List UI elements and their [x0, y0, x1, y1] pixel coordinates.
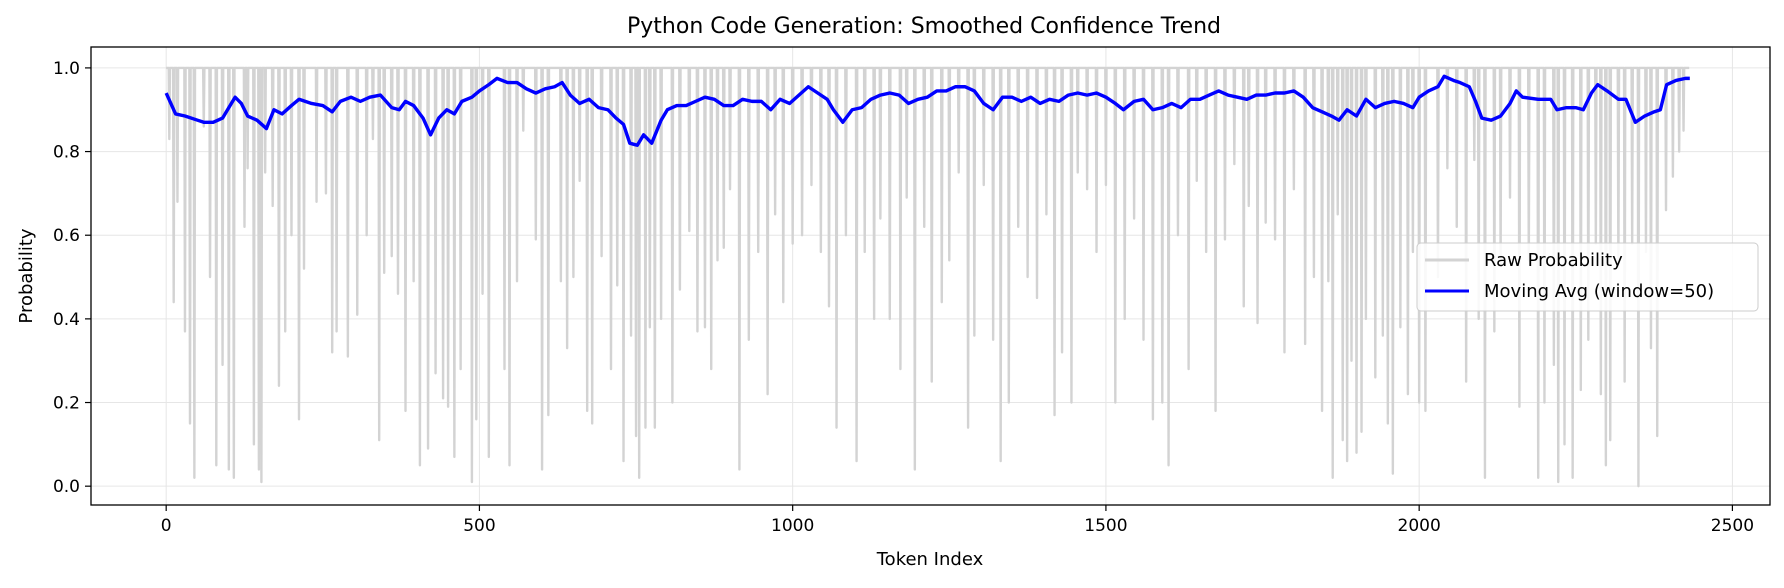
y-tick-label: 0.6 [53, 226, 80, 246]
plot-frame [90, 46, 1771, 506]
y-tick-label: 0.2 [53, 394, 80, 414]
y-tick-label: 0.4 [53, 310, 80, 330]
moving-average-line [164, 74, 1690, 147]
x-tick-label: 0 [161, 516, 172, 536]
y-tick-label: 0.8 [53, 143, 80, 163]
x-tick-label: 500 [463, 516, 495, 536]
x-axis-label: Token Index [876, 549, 984, 570]
chart-title: Python Code Generation: Smoothed Confide… [627, 14, 1221, 39]
x-tick-label: 1500 [1084, 516, 1127, 536]
y-axis-label: Probability [16, 228, 37, 323]
raw-probability-line [165, 66, 1690, 488]
y-tick-label: 1.0 [53, 59, 80, 79]
x-tick-label: 2500 [1711, 516, 1754, 536]
x-tick-label: 1000 [771, 516, 814, 536]
legend-label-moving-average: Moving Avg (window=50) [1484, 281, 1714, 302]
moving-average-series [164, 74, 1690, 147]
legend-label-raw-probability: Raw Probability [1484, 250, 1623, 271]
legend-box [1416, 242, 1759, 312]
y-tick-label: 0.0 [53, 477, 80, 497]
tick-layer: 0 500 1000 1500 2000 2500 0.0 0.2 0.4 0.6 0.8 1.0 [53, 59, 1754, 536]
legend: Raw Probability Moving Avg (window=50) [1416, 242, 1759, 312]
x-tick-label: 2000 [1398, 516, 1441, 536]
raw-probability-series [165, 66, 1690, 488]
